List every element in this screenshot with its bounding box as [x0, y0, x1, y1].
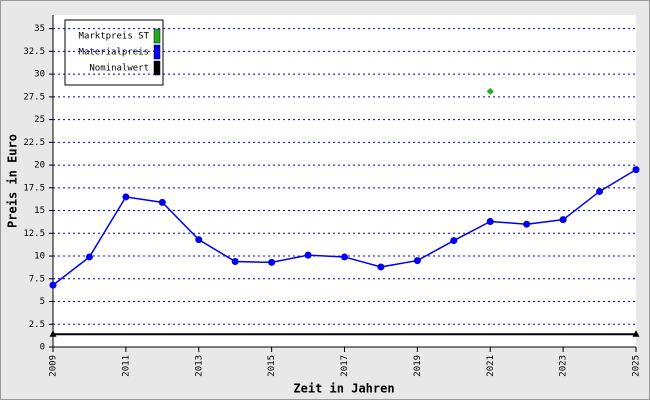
y-tick-label: 12.5	[23, 229, 45, 239]
point	[523, 220, 531, 228]
y-tick-label: 25	[34, 115, 45, 125]
y-tick-label: 2.5	[29, 320, 45, 330]
point	[377, 263, 385, 271]
point	[486, 87, 494, 95]
legend-label: Marktpreis ST	[79, 32, 150, 42]
x-tick-label: 2013	[194, 355, 204, 377]
y-tick-label: 32.5	[23, 47, 45, 57]
point	[341, 253, 348, 261]
y-tick-label: 17.5	[23, 183, 45, 193]
legend: Marktpreis ST Materialpreis Nominalwert	[64, 19, 164, 86]
x-tick-label: 2009	[49, 355, 59, 377]
point	[304, 251, 312, 259]
point	[231, 257, 239, 265]
x-tick-label: 2017	[340, 355, 350, 377]
y-tick-label: 5	[40, 297, 45, 307]
y-tick-label: 30	[34, 70, 45, 80]
y-tick-label: 10	[34, 252, 45, 262]
y-tick-label: 0	[40, 343, 45, 353]
x-tick-label: 2019	[413, 355, 423, 377]
x-axis-label: Zeit in Jahren	[293, 382, 394, 396]
y-tick-label: 20	[34, 161, 45, 171]
point	[158, 198, 166, 206]
point	[450, 237, 458, 245]
y-tick-label: 7.5	[29, 274, 45, 284]
legend-label: Materialpreis	[79, 48, 149, 58]
point	[49, 281, 57, 289]
point	[85, 253, 93, 261]
point	[49, 330, 57, 337]
x-tick-label: 2015	[267, 355, 277, 377]
y-tick-label: 27.5	[23, 92, 45, 102]
point	[596, 187, 604, 195]
point	[195, 236, 203, 244]
x-tick-label: 2021	[486, 355, 496, 377]
x-tick-label: 2025	[632, 355, 642, 377]
point	[559, 216, 567, 224]
y-axis-label: Preis in Euro	[6, 134, 20, 228]
x-tick-label: 2023	[559, 355, 569, 377]
point	[268, 258, 276, 266]
y-tick-label: 35	[34, 24, 45, 34]
point	[413, 257, 421, 265]
point	[122, 193, 130, 201]
x-tick-label: 2011	[121, 355, 131, 377]
legend-label: Nominalwert	[89, 64, 149, 74]
y-tick-label: 22.5	[23, 138, 45, 148]
point	[486, 217, 494, 225]
legend-swatch	[153, 28, 161, 44]
legend-swatch	[153, 44, 161, 60]
point	[632, 330, 640, 337]
y-tick-label: 15	[34, 206, 45, 216]
point	[632, 166, 640, 174]
legend-swatch	[153, 60, 161, 76]
